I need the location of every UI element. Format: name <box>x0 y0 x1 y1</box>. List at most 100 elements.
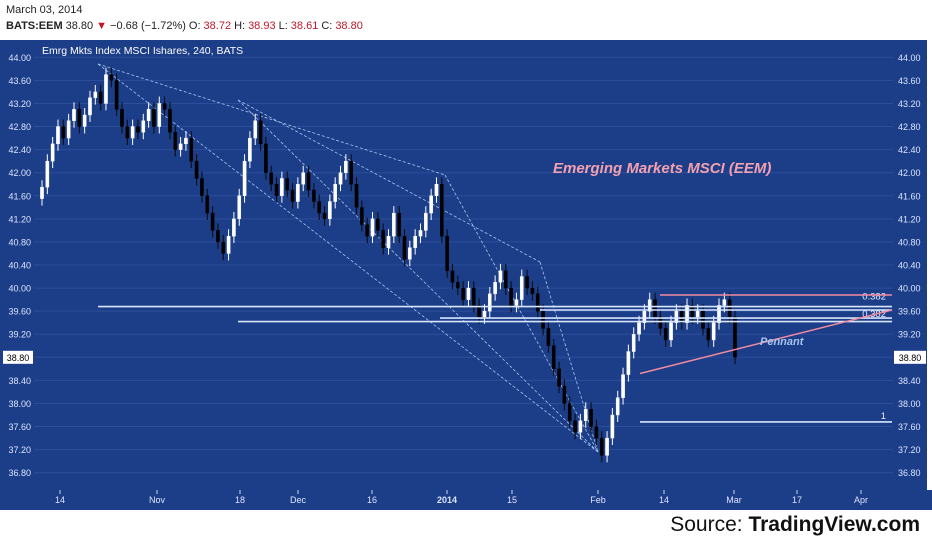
candle-body <box>306 172 311 191</box>
y-tick-label-right: 40.00 <box>898 284 921 294</box>
high-value: 38.93 <box>248 20 276 32</box>
candle-body <box>205 195 210 214</box>
candle-body <box>338 172 343 185</box>
symbol-name[interactable]: BATS:EEM <box>6 20 63 32</box>
candle-body <box>386 235 391 248</box>
candle-body <box>498 270 503 283</box>
candle-body <box>56 126 60 145</box>
x-tick-label: Nov <box>149 495 166 505</box>
x-tick-label: 14 <box>55 495 65 505</box>
price-change: −0.68 (−1.72%) <box>110 20 186 32</box>
candle-body <box>541 310 545 329</box>
candle-body <box>189 137 194 162</box>
x-tick-label: Apr <box>854 495 868 505</box>
chart-date: March 03, 2014 <box>6 4 83 16</box>
candle-body <box>269 172 274 185</box>
candle-body <box>194 160 199 179</box>
candle-body <box>727 299 732 318</box>
candle-body <box>717 305 721 323</box>
y-tick-label-left: 39.60 <box>8 307 31 317</box>
candle-body <box>695 310 700 318</box>
candle-body <box>471 287 476 306</box>
candle-body <box>456 282 460 289</box>
candle-body <box>221 241 226 254</box>
x-tick-label: 14 <box>659 495 669 505</box>
annotation-title: Emerging Markets MSCI (EEM) <box>553 160 771 177</box>
fib-fan-line <box>539 261 599 453</box>
candle-body <box>210 212 215 231</box>
candle-body <box>317 201 322 214</box>
y-tick-label-left: 42.40 <box>8 145 31 155</box>
x-tick-label: Feb <box>590 495 606 505</box>
source-prefix: Source: <box>670 513 749 536</box>
candle-body <box>674 310 679 323</box>
candle-body <box>424 212 428 231</box>
x-tick-label: Mar <box>726 495 742 505</box>
candle-body <box>615 397 620 416</box>
candle-body <box>82 114 87 127</box>
y-tick-label-left: 40.40 <box>8 261 31 271</box>
candle-body <box>535 293 540 312</box>
y-tick-label-right: 39.60 <box>898 307 921 317</box>
candle-body <box>125 126 130 139</box>
candle-body <box>551 345 556 370</box>
candle-body <box>376 218 380 231</box>
candle-body <box>290 189 295 202</box>
y-tick-label-right: 43.60 <box>898 76 921 86</box>
y-tick-label-right: 42.80 <box>898 122 921 132</box>
candle-body <box>72 109 76 121</box>
y-tick-label-left: 43.60 <box>8 76 31 86</box>
source-credit: Source: TradingView.com <box>670 513 920 537</box>
y-tick-label-right: 43.20 <box>898 99 921 109</box>
candle-body <box>605 437 609 456</box>
close-value: 38.80 <box>335 20 363 32</box>
y-tick-label-right: 37.60 <box>898 422 921 432</box>
fib-level-label: 0.382 <box>862 292 886 303</box>
candle-body <box>184 137 188 145</box>
x-tick-label: Dec <box>290 495 307 505</box>
candle-body <box>50 143 55 162</box>
candle-body <box>349 160 353 185</box>
candle-body <box>599 437 604 456</box>
candle-body <box>487 293 492 312</box>
price-axis[interactable] <box>893 40 927 490</box>
y-tick-label-left: 38.40 <box>8 376 31 386</box>
fib-level-label: 1 <box>881 411 886 422</box>
candle-body <box>200 178 204 196</box>
candle-body <box>162 103 167 110</box>
candle-body <box>77 109 82 127</box>
x-tick-label: 16 <box>367 495 377 505</box>
candle-body <box>216 230 220 243</box>
candle-body <box>120 109 124 127</box>
candle-body <box>365 224 369 237</box>
y-tick-label-right: 38.00 <box>898 399 921 409</box>
candle-body <box>653 299 657 318</box>
candle-body <box>610 414 615 439</box>
candle-body <box>562 385 567 404</box>
candle-body <box>322 212 327 220</box>
fib-fan-line <box>237 99 541 263</box>
candle-body <box>232 218 236 237</box>
candle-body <box>370 218 375 237</box>
y-tick-label-right: 37.20 <box>898 445 921 455</box>
candle-body <box>168 109 172 133</box>
candle-body <box>434 184 439 196</box>
last-price: 38.80 <box>65 20 94 32</box>
candle-body <box>573 420 577 433</box>
current-price-label-left: 38.80 <box>7 353 30 363</box>
left-price-axis[interactable] <box>0 40 34 490</box>
candle-body <box>530 287 535 295</box>
candle-body <box>157 103 162 127</box>
candle-body <box>333 184 337 202</box>
open-value: 38.72 <box>203 20 232 32</box>
candle-body <box>312 189 316 202</box>
pennant-lines <box>639 294 893 375</box>
candle-body <box>647 299 652 312</box>
time-axis[interactable] <box>0 490 932 510</box>
candle-body <box>248 137 252 162</box>
candle-body <box>413 235 417 248</box>
candle-body <box>40 186 44 199</box>
x-tick-label: 18 <box>235 495 245 505</box>
candle-body <box>493 282 497 295</box>
